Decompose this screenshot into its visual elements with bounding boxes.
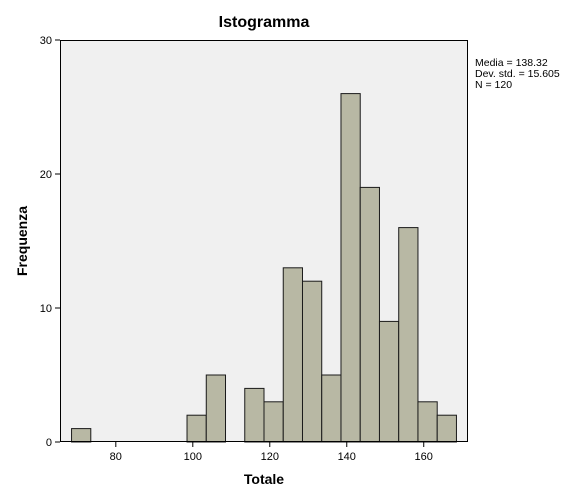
y-tick-label: 10 — [40, 303, 52, 315]
chart-title: Istogramma — [219, 14, 310, 31]
x-tick-label: 140 — [338, 451, 356, 463]
histogram-bar — [186, 414, 207, 443]
histogram-bar — [417, 401, 438, 443]
x-tick-label: 100 — [184, 451, 202, 463]
stat-mean: Media = 138.32 — [475, 57, 548, 69]
histogram-bar — [398, 227, 419, 443]
ticks-group: 80 100 120 140 160 0 10 20 30 — [40, 35, 433, 463]
histogram-bar — [359, 186, 380, 443]
x-tick-label: 120 — [261, 451, 279, 463]
histogram-bar — [282, 267, 303, 443]
plot-frame — [60, 40, 468, 442]
histogram-bar — [321, 374, 342, 443]
x-tick-label: 160 — [415, 451, 433, 463]
histogram-bar — [340, 93, 361, 443]
x-axis-label: Totale — [244, 471, 284, 487]
histogram-bar — [301, 280, 323, 443]
histogram-bar — [205, 374, 227, 443]
y-tick-label: 0 — [46, 437, 52, 449]
histogram-bar — [378, 320, 400, 443]
stat-std-dev: Dev. std. = 15.605 — [475, 68, 560, 80]
stat-n: N = 120 — [475, 79, 512, 91]
histogram-bar — [436, 414, 457, 443]
histogram-bar — [263, 401, 284, 443]
stats-box: Media = 138.32 Dev. std. = 15.605 N = 12… — [475, 57, 560, 91]
y-axis-label: Frequenza — [14, 206, 30, 276]
y-tick-label: 30 — [40, 35, 52, 47]
y-tick-label: 20 — [40, 169, 52, 181]
histogram-bar — [71, 428, 92, 443]
x-tick-label: 80 — [110, 451, 122, 463]
histogram-bar — [244, 387, 265, 443]
